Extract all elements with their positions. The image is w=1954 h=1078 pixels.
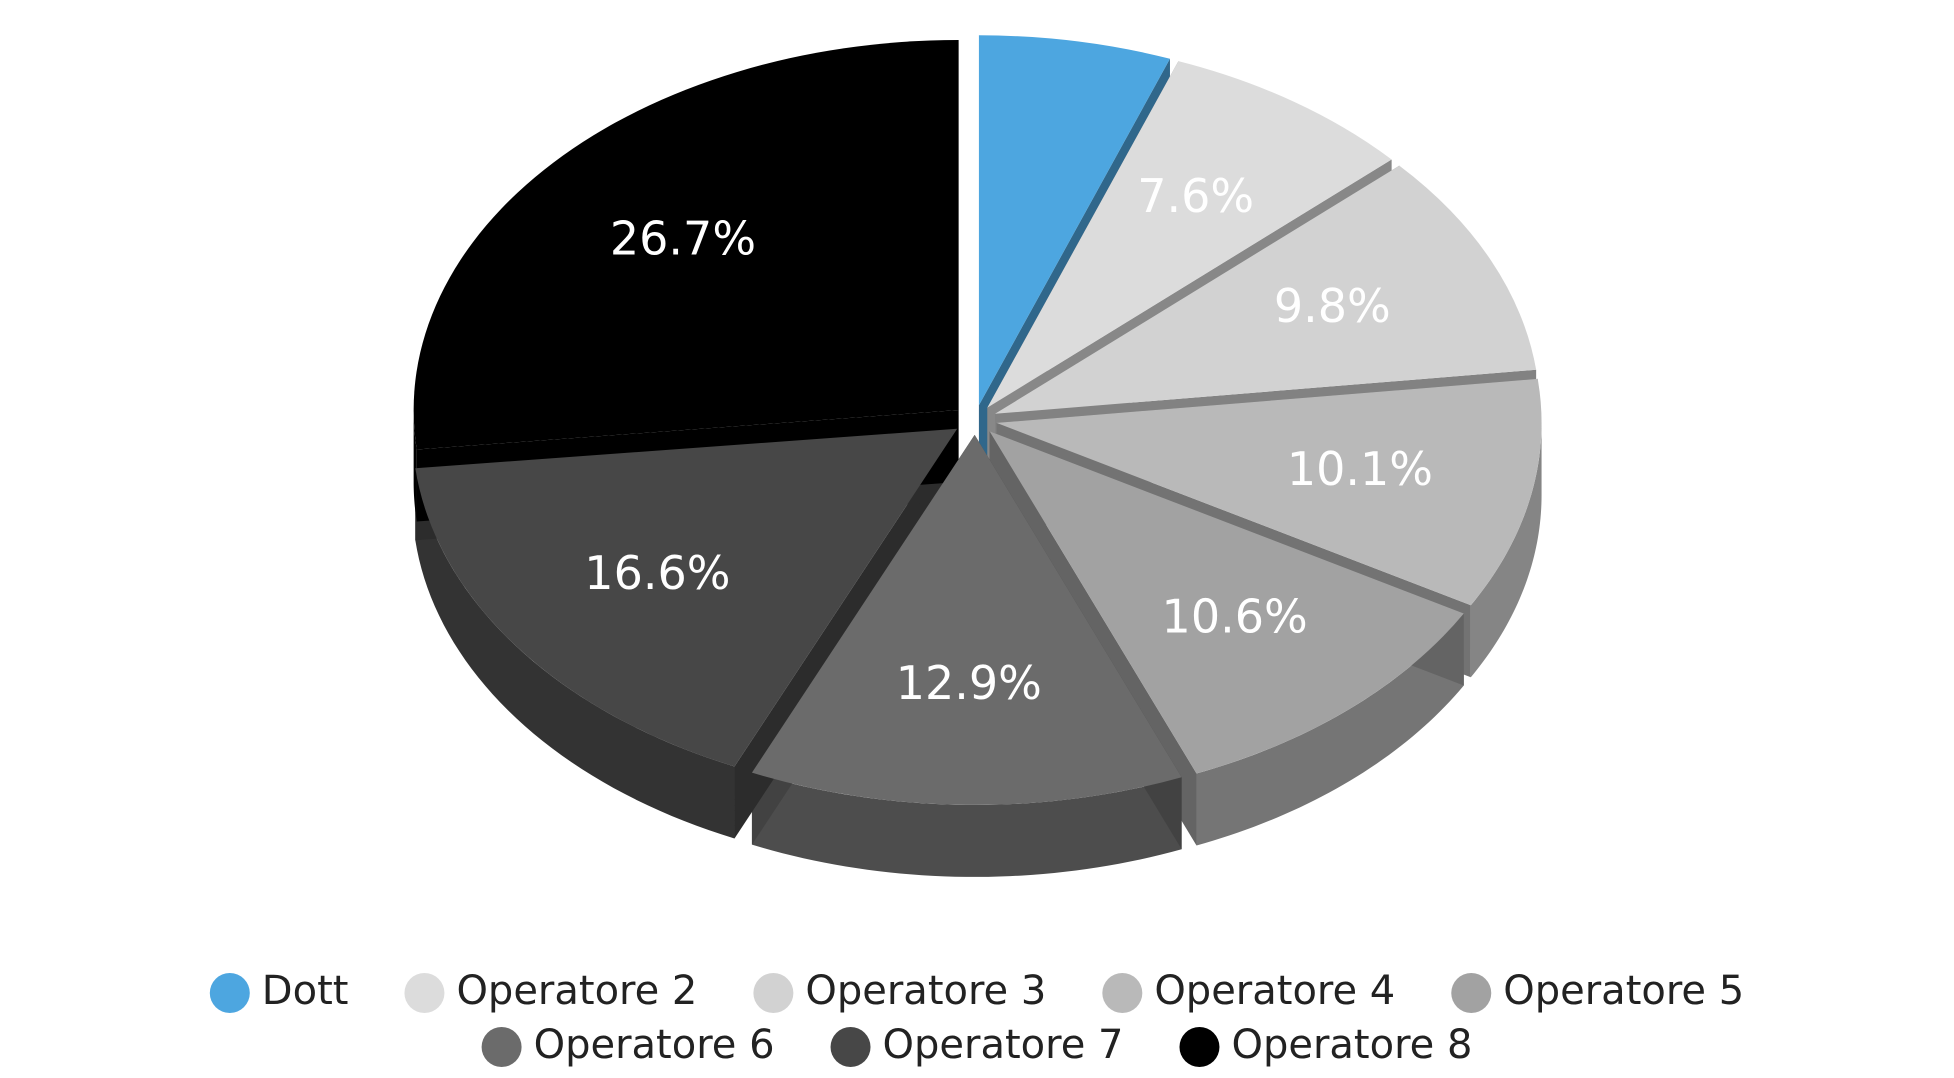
legend-item[interactable]: Dott (209, 968, 349, 1014)
legend-marker (209, 973, 250, 1013)
slice (996, 378, 1542, 606)
slice (413, 40, 959, 450)
legend-item[interactable]: Operatore 6 (481, 1022, 775, 1068)
slice-labels: 7.6% 9.8% 10.1% 10.6% 12.9% 16.6% 26.7% (584, 169, 1433, 710)
slice (751, 434, 1182, 805)
legend-label: Operatore 7 (883, 1022, 1124, 1068)
slice-side (1470, 422, 1542, 678)
slice (987, 61, 1392, 408)
legend-label: Operatore 4 (1154, 968, 1395, 1014)
slice-tops (413, 35, 1542, 805)
legend-item[interactable]: Operatore 8 (1179, 1022, 1472, 1068)
data-label: 7.6% (1137, 169, 1254, 223)
data-label: 26.7% (610, 211, 756, 265)
slice (995, 165, 1537, 414)
legend-marker (830, 1027, 871, 1067)
legend-label: Operatore 6 (534, 1022, 775, 1068)
data-label: 16.6% (584, 546, 730, 600)
legend-marker (1451, 973, 1492, 1013)
legend-marker (753, 973, 794, 1013)
legend-marker (1179, 1027, 1220, 1067)
legend-item[interactable]: Operatore 3 (753, 968, 1046, 1014)
legend-label: Operatore 2 (456, 968, 697, 1014)
slice (415, 428, 958, 767)
data-label: 9.8% (1274, 279, 1391, 333)
legend-marker (404, 973, 445, 1013)
legend-label: Operatore 3 (805, 968, 1046, 1014)
data-label: 10.1% (1287, 442, 1433, 496)
slice-side (1196, 613, 1464, 846)
data-label: 10.6% (1162, 589, 1308, 643)
slice (989, 431, 1464, 774)
legend-marker (481, 1027, 522, 1067)
legend-item[interactable]: Operatore 7 (830, 1022, 1124, 1068)
data-label: 12.9% (896, 656, 1042, 710)
legend-item[interactable]: Operatore 5 (1451, 968, 1744, 1014)
legend: Dott Operatore 2 Operatore 3 Operatore 4 Ope… (209, 968, 1744, 1068)
legend-label: Dott (262, 968, 349, 1014)
legend-marker (1102, 973, 1143, 1013)
slice-side (413, 410, 417, 522)
slice (978, 35, 1170, 406)
slice-side (415, 468, 735, 839)
legend-item[interactable]: Operatore 4 (1102, 968, 1395, 1014)
legend-label: Operatore 5 (1503, 968, 1744, 1014)
legend-item[interactable]: Operatore 2 (404, 968, 697, 1014)
legend-label: Operatore 8 (1231, 1022, 1472, 1068)
